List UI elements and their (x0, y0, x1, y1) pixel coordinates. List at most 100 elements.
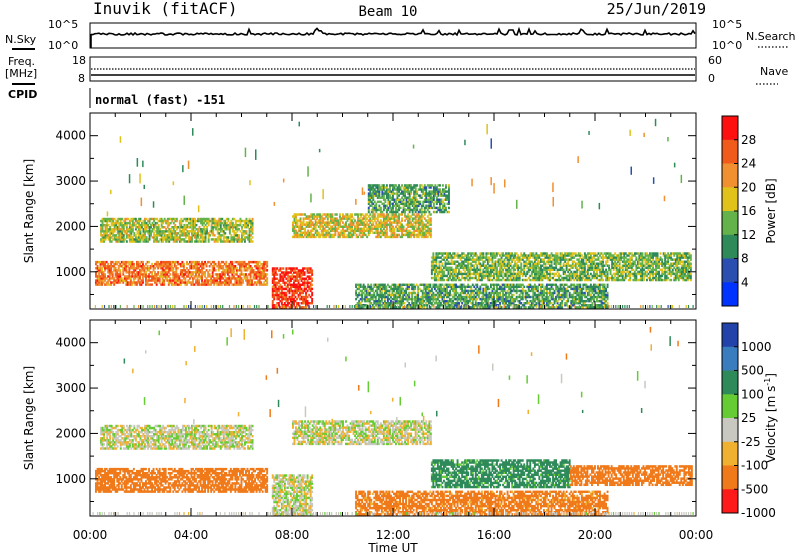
power-cell (423, 227, 426, 231)
power-cell (240, 279, 243, 282)
power-cell (179, 271, 182, 274)
power-cell (294, 277, 297, 280)
power-cell (381, 215, 384, 218)
power-cell (633, 252, 636, 255)
power-cell (326, 213, 329, 216)
power-cell (139, 217, 142, 221)
power-cell (110, 221, 113, 225)
power-cell (100, 228, 103, 231)
power-cell (689, 254, 692, 257)
power-cell (124, 230, 127, 233)
power-cell (280, 275, 283, 278)
power-cell (458, 268, 461, 272)
power-cell (440, 276, 442, 280)
power-cell (137, 267, 140, 270)
power-cell (293, 302, 295, 305)
power-cell (273, 271, 276, 274)
power-cell (589, 258, 592, 261)
power-cell (219, 238, 222, 241)
power-cell (201, 223, 204, 227)
power-cell (195, 275, 197, 278)
power-cell (152, 277, 155, 280)
power-cell (571, 252, 574, 255)
power-cell (420, 235, 423, 239)
power-cell (167, 265, 170, 268)
power-cell (396, 217, 399, 220)
power-cell (210, 277, 213, 280)
power-cell (461, 262, 464, 265)
power-cell (538, 266, 541, 270)
freq-label: Freq. (8, 55, 35, 68)
power-cell (228, 240, 231, 243)
power-cell (180, 223, 183, 227)
power-cell (171, 236, 174, 239)
power-cell (579, 276, 582, 280)
power-cell (479, 268, 482, 272)
power-cell (433, 274, 436, 278)
power-cell (211, 281, 214, 284)
power-cell (606, 256, 609, 259)
power-cell (499, 264, 502, 267)
power-cell (392, 217, 394, 220)
power-cell (134, 226, 137, 229)
power-cell (122, 262, 125, 266)
power-cell (602, 262, 605, 265)
power-cell (198, 217, 201, 221)
power-cell (277, 297, 280, 301)
power-cell (594, 274, 597, 278)
power-cell (444, 268, 447, 272)
power-cell (664, 270, 667, 274)
power-cell (192, 273, 194, 276)
power-cell (617, 276, 620, 280)
power-cell (148, 279, 151, 282)
power-cell (401, 217, 404, 220)
power-cell (132, 275, 135, 278)
power-cell (178, 277, 181, 280)
power-cell (364, 229, 367, 233)
power-cell (231, 236, 234, 239)
power-cell (104, 277, 107, 280)
power-cell (167, 275, 170, 278)
power-cell (140, 281, 143, 284)
power-cell (661, 278, 664, 282)
power-cell (467, 278, 470, 282)
power-cell (582, 264, 585, 267)
power-cell (223, 269, 226, 272)
power-cell (667, 262, 670, 265)
power-cell (352, 221, 355, 224)
power-cell (683, 256, 686, 259)
power-cell (113, 283, 116, 286)
power-cell (588, 278, 591, 282)
power-cell (301, 227, 304, 231)
power-cell (670, 254, 673, 257)
power-cell (295, 231, 297, 235)
power-cell (576, 278, 579, 282)
power-cell (491, 262, 494, 265)
power-cell (125, 269, 128, 272)
power-cell (583, 274, 586, 278)
power-cell (142, 230, 145, 233)
power-cell (122, 234, 125, 237)
power-cell (145, 236, 148, 239)
power-cell (582, 268, 585, 272)
power-cell (520, 262, 523, 265)
power-cell (104, 219, 107, 223)
power-cell (392, 233, 394, 237)
power-cell (499, 274, 502, 278)
power-cell (295, 223, 297, 226)
power-cell (239, 238, 242, 241)
power-cell (136, 262, 138, 266)
power-cell (446, 278, 448, 282)
power-cell (250, 234, 253, 237)
power-cell (186, 262, 188, 266)
power-cell (242, 273, 244, 276)
power-cell (461, 264, 464, 267)
power-cell (181, 269, 184, 272)
power-cell (160, 275, 163, 278)
power-cell (465, 264, 468, 267)
power-cell (323, 217, 326, 220)
power-cell (473, 254, 476, 257)
power-cell (650, 268, 653, 272)
power-cell (395, 221, 397, 224)
power-cell (689, 262, 692, 265)
